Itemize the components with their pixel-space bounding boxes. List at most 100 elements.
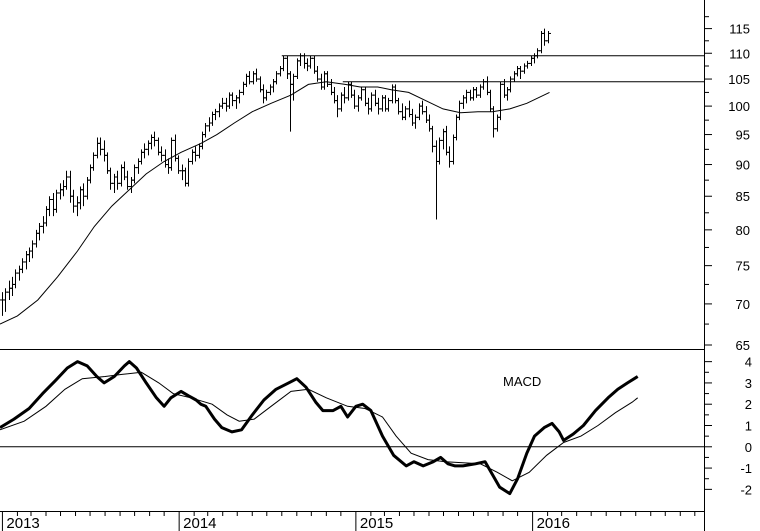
ohlc-bar bbox=[13, 269, 18, 289]
ohlc-bar bbox=[207, 117, 212, 132]
price-y-tick-label: 85 bbox=[736, 189, 750, 204]
ohlc-bar bbox=[129, 176, 134, 193]
ohlc-bar bbox=[24, 251, 29, 270]
ohlc-bar bbox=[173, 134, 178, 162]
macd-y-tick-label: 4 bbox=[745, 355, 752, 370]
ohlc-bar bbox=[271, 79, 276, 93]
price-y-tick-label: 100 bbox=[728, 99, 750, 114]
ohlc-bar bbox=[237, 89, 242, 104]
macd-y-tick-label: 3 bbox=[745, 376, 752, 391]
macd-label: MACD bbox=[503, 374, 541, 389]
ohlc-bar bbox=[95, 137, 100, 159]
ohlc-bar bbox=[532, 53, 537, 64]
price-y-tick-label: 110 bbox=[729, 46, 750, 61]
macd-y-axis: -2 -1 0 1 2 3 4 bbox=[704, 355, 752, 497]
ohlc-bar bbox=[488, 89, 493, 112]
x-year-label: 2016 bbox=[537, 515, 570, 531]
ohlc-bar bbox=[197, 143, 202, 159]
ohlc-bar bbox=[522, 63, 527, 74]
macd-signal-line bbox=[0, 371, 639, 482]
ohlc-bar bbox=[102, 140, 107, 162]
macd-y-tick-label: 2 bbox=[745, 397, 752, 412]
ohlc-bar bbox=[254, 68, 259, 82]
ohlc-bar bbox=[512, 71, 517, 82]
ohlc-bar bbox=[308, 55, 313, 69]
ohlc-bar bbox=[498, 81, 503, 121]
ohlc-bar bbox=[444, 125, 449, 156]
ohlc-bar bbox=[51, 192, 56, 217]
ohlc-bars bbox=[0, 28, 551, 316]
ohlc-bar bbox=[335, 95, 340, 118]
price-y-tick-label: 90 bbox=[736, 158, 750, 173]
ohlc-bar bbox=[64, 170, 69, 190]
ohlc-bar bbox=[546, 31, 551, 44]
price-y-axis: 65 70 75 80 85 90 95 100 105 110 115 bbox=[704, 16, 750, 353]
ohlc-bar bbox=[430, 125, 435, 153]
ohlc-bar bbox=[295, 58, 300, 80]
x-year-label: 2015 bbox=[360, 515, 393, 531]
macd-y-tick-label: -1 bbox=[740, 461, 752, 476]
ohlc-bar bbox=[247, 71, 252, 85]
ohlc-bar bbox=[149, 134, 154, 150]
ohlc-bar bbox=[474, 87, 479, 98]
ohlc-bar bbox=[136, 158, 141, 174]
ohlc-bar bbox=[447, 146, 452, 168]
ohlc-bar bbox=[535, 48, 540, 59]
ohlc-bar bbox=[210, 111, 215, 126]
ohlc-bar bbox=[518, 66, 523, 80]
x-year-label: 2014 bbox=[183, 515, 216, 531]
ohlc-bar bbox=[366, 97, 371, 115]
ohlc-bar bbox=[291, 73, 296, 101]
ohlc-bar bbox=[451, 134, 456, 165]
ohlc-bar bbox=[403, 106, 408, 121]
ohlc-bar bbox=[515, 66, 520, 77]
ohlc-bar bbox=[359, 87, 364, 101]
ohlc-bar bbox=[464, 89, 469, 104]
ohlc-bar bbox=[241, 81, 246, 96]
ohlc-bar bbox=[159, 146, 164, 162]
ohlc-bar bbox=[437, 137, 442, 165]
macd-y-tick-label: -2 bbox=[740, 482, 752, 497]
ohlc-bar bbox=[68, 170, 73, 203]
ohlc-bar bbox=[264, 89, 269, 101]
price-y-tick-label: 75 bbox=[736, 259, 750, 274]
ohlc-bar bbox=[139, 149, 144, 165]
ohlc-bar bbox=[542, 28, 547, 46]
ohlc-bar bbox=[298, 53, 303, 67]
ohlc-bar bbox=[166, 158, 171, 174]
price-y-tick-label: 115 bbox=[729, 22, 750, 37]
ohlc-bar bbox=[17, 265, 22, 281]
ohlc-bar bbox=[471, 87, 476, 101]
ohlc-bar bbox=[478, 84, 483, 98]
ohlc-bar bbox=[230, 92, 235, 107]
ohlc-bar bbox=[30, 240, 35, 259]
ohlc-bar bbox=[0, 292, 5, 316]
macd-y-tick-label: 1 bbox=[745, 419, 752, 434]
ohlc-bar bbox=[234, 95, 239, 109]
ohlc-bar bbox=[278, 66, 283, 77]
ohlc-bar bbox=[10, 276, 15, 297]
ohlc-bar bbox=[75, 196, 80, 217]
ohlc-bar bbox=[203, 122, 208, 138]
price-y-tick-label: 80 bbox=[736, 223, 750, 238]
ohlc-bar bbox=[152, 131, 157, 147]
ohlc-bar bbox=[41, 216, 46, 234]
ohlc-bar bbox=[342, 87, 347, 104]
ohlc-bar bbox=[274, 71, 279, 85]
ohlc-bar bbox=[468, 89, 473, 101]
ohlc-bar bbox=[217, 103, 222, 118]
price-y-tick-label: 65 bbox=[736, 338, 750, 353]
ohlc-bar bbox=[539, 31, 544, 54]
ohlc-bar bbox=[108, 167, 113, 190]
price-panel bbox=[0, 28, 704, 325]
ohlc-bar bbox=[376, 97, 381, 115]
ohlc-bar bbox=[20, 258, 25, 274]
ohlc-bar bbox=[525, 60, 530, 69]
ohlc-bar bbox=[98, 137, 103, 156]
ohlc-bar bbox=[244, 73, 249, 88]
macd-panel: MACD bbox=[0, 360, 704, 496]
ohlc-bar bbox=[386, 97, 391, 112]
ohlc-bar bbox=[505, 87, 510, 101]
ohlc-bar bbox=[58, 183, 63, 200]
x-axis: 2013 2014 2015 2016 bbox=[1, 511, 696, 531]
